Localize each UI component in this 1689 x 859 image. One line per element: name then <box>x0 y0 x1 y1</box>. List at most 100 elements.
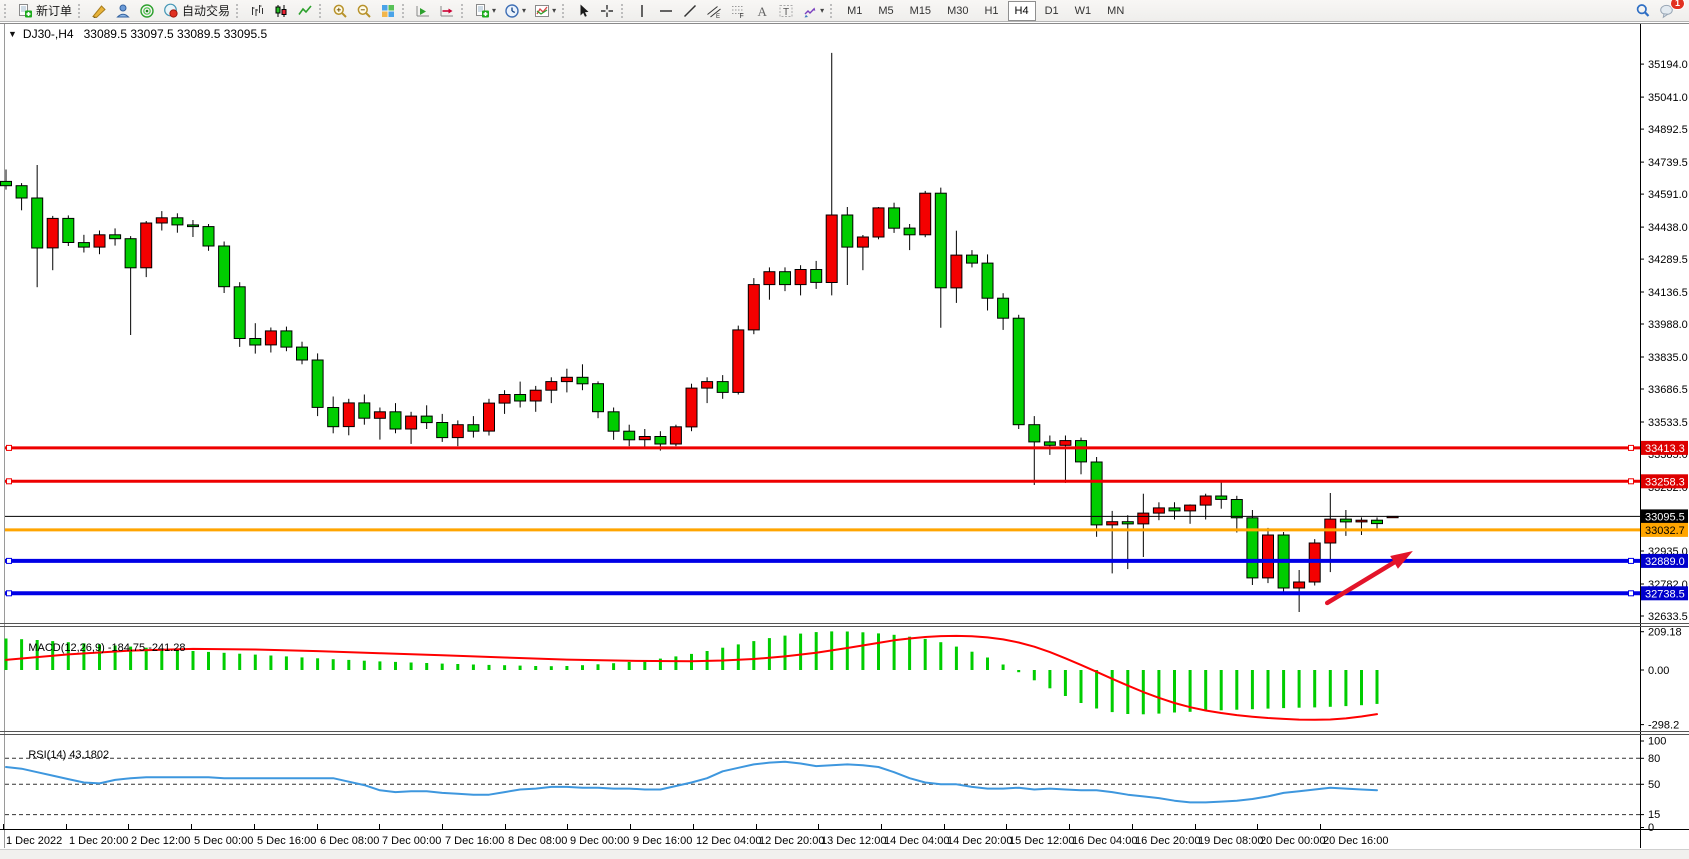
profiles-button[interactable]: ▾ <box>500 0 530 22</box>
doc-plus-icon <box>476 3 490 17</box>
symbol-dropdown-icon[interactable]: ▼ <box>8 29 17 39</box>
bull-candle-body <box>732 329 745 393</box>
bull-candle-body <box>1184 504 1197 512</box>
timeframe-m1-button[interactable]: M1 <box>847 4 863 17</box>
chat-button[interactable]: 1 <box>1655 0 1685 22</box>
trend-arrow-object[interactable] <box>1324 550 1413 606</box>
macd-histogram-bar <box>471 664 475 670</box>
channel-icon: E <box>707 5 721 19</box>
bear-candle-body <box>420 415 433 424</box>
macd-histogram-bar <box>284 656 288 670</box>
zoom-out-button[interactable] <box>352 0 376 22</box>
strategy-tester-button[interactable] <box>135 0 159 22</box>
rsi-axis-label: 80 <box>1648 753 1660 765</box>
support-lower-handle[interactable] <box>6 590 12 597</box>
current-price-badge-text: 33095.5 <box>1645 511 1685 523</box>
bear-candle-body <box>389 411 402 430</box>
resistance-lower-handle[interactable] <box>1628 478 1634 485</box>
search-button[interactable] <box>1631 0 1655 22</box>
price-axis-label: 33686.5 <box>1648 384 1688 396</box>
resistance-upper-handle[interactable] <box>1628 444 1634 451</box>
macd-histogram-bar <box>674 656 678 670</box>
doc-plus-icon <box>19 3 32 17</box>
text-label-button[interactable]: T <box>774 0 798 22</box>
timeframe-m15-button[interactable]: M15 <box>909 4 932 17</box>
time-axis-label: 13 Dec 12:00 <box>821 835 886 847</box>
cursor-button[interactable] <box>571 0 595 22</box>
text-button[interactable]: A <box>750 0 774 22</box>
caret-down-icon: ▾ <box>552 6 557 15</box>
macd-histogram-bar <box>253 654 257 670</box>
support-upper-handle[interactable] <box>1628 557 1634 564</box>
zoom-in-button[interactable] <box>328 0 352 22</box>
macd-histogram-bar <box>767 638 771 670</box>
timeframe-w1-button[interactable]: W1 <box>1074 4 1092 17</box>
arrows-button[interactable]: ▾ <box>798 0 828 22</box>
fibonacci-button[interactable]: F <box>726 0 750 22</box>
status-strip <box>0 849 1689 859</box>
horizontal-line-button[interactable] <box>654 0 678 22</box>
trend-arrow-shaft[interactable] <box>1324 560 1397 606</box>
chart-shift-button[interactable] <box>435 0 459 22</box>
macd-histogram-bar <box>596 664 600 670</box>
time-axis-label: 16 Dec 20:00 <box>1135 835 1200 847</box>
macd-histogram-bar <box>238 653 242 670</box>
resistance-lower-handle[interactable] <box>6 478 12 485</box>
bar-chart-button[interactable] <box>245 0 269 22</box>
bull-candle-body <box>264 330 277 346</box>
bull-candle-body <box>701 381 714 389</box>
price-axis-label: 34289.5 <box>1648 254 1688 266</box>
tile-windows-button[interactable] <box>376 0 400 22</box>
support-lower-handle[interactable] <box>1628 590 1634 597</box>
macd-histogram-bar <box>658 658 662 670</box>
timeframe-h1-button[interactable]: H1 <box>984 4 999 17</box>
vertical-line-button[interactable] <box>630 0 654 22</box>
crosshair-button[interactable] <box>595 0 619 22</box>
bear-candle-body <box>327 407 340 428</box>
macd-histogram-bar <box>1266 670 1270 709</box>
toolbar-grip <box>830 3 835 18</box>
trend-arrow-head[interactable] <box>1390 550 1413 569</box>
timeframe-d1-button[interactable]: D1 <box>1044 4 1059 17</box>
autotrading-label: 自动交易 <box>182 4 231 18</box>
macd-axis-label: 209.18 <box>1648 627 1682 639</box>
resistance-upper-handle[interactable] <box>6 444 12 451</box>
price-axis-label: 34591.0 <box>1648 189 1688 201</box>
timeframe-m5-button[interactable]: M5 <box>878 4 894 17</box>
candlestick-chart-button[interactable] <box>269 0 293 22</box>
new-order-button[interactable]: 新订单 <box>13 0 76 22</box>
macd-histogram-bar <box>456 664 460 670</box>
macd-histogram-bar <box>1157 670 1161 714</box>
time-axis-label: 1 Dec 20:00 <box>69 835 128 847</box>
equidistant-channel-button[interactable]: E <box>702 0 726 22</box>
toolbar-grip <box>4 3 9 18</box>
macd-histogram-bar <box>845 631 849 670</box>
timeframe-h4-button[interactable]: H4 <box>1007 0 1036 21</box>
macd-histogram-bar <box>923 638 927 670</box>
rsi-label: RSI(14) 43.1802 <box>28 749 110 761</box>
candle-chart-icon <box>275 4 287 17</box>
bull-candle-body <box>46 217 59 249</box>
line-chart-button[interactable] <box>293 0 317 22</box>
macd-histogram-bar <box>1282 670 1286 709</box>
timeframe-m30-button[interactable]: M30 <box>947 4 969 17</box>
bear-candle-body <box>202 226 215 247</box>
macd-histogram-bar <box>269 655 273 670</box>
resistance-lower-badge-text: 33258.3 <box>1645 476 1685 488</box>
auto-scroll-button[interactable] <box>411 0 435 22</box>
bull-candle-body <box>155 217 168 224</box>
bear-candle-body <box>981 262 994 299</box>
new-chart-button[interactable]: ▾ <box>470 0 500 22</box>
macd-histogram-bar <box>1313 670 1317 708</box>
navigator-button[interactable] <box>111 0 135 22</box>
timeframe-mn-button[interactable]: MN <box>1107 4 1125 17</box>
metaeditor-button[interactable] <box>87 0 111 22</box>
indicators-list-button[interactable]: ▾ <box>530 0 560 22</box>
trendline-button[interactable] <box>678 0 702 22</box>
new-order-label: 新订单 <box>36 4 73 18</box>
support-upper-handle[interactable] <box>6 557 12 564</box>
macd-histogram-bar <box>518 665 522 670</box>
rsi-axis-label: 0 <box>1648 822 1654 834</box>
autotrading-button[interactable]: 自动交易 <box>159 0 234 22</box>
bull-candle-body <box>529 389 542 402</box>
